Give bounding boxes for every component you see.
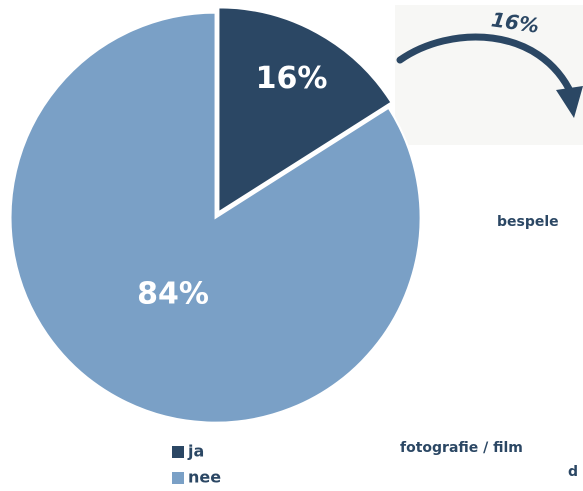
data-label: 84% [137,276,209,311]
legend-swatch [172,472,184,484]
legend-label: nee [188,468,221,487]
annotation-arrow [396,33,576,99]
annotation-arrowhead [556,86,583,118]
pie-slice [217,6,393,215]
cropped-label: bespele [497,214,559,230]
pie-slice [9,11,422,424]
cropped-label: fotografie / film [400,440,523,456]
cropped-label: d [568,464,578,480]
annotation-background [395,5,583,145]
legend-swatch [172,446,184,458]
legend-label: ja [187,442,204,461]
data-label: 16% [256,61,328,96]
